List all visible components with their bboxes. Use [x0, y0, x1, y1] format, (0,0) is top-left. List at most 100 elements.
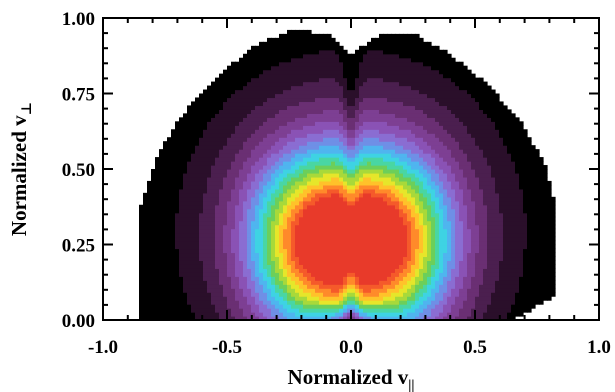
contour-cell: [215, 89, 220, 95]
contour-cell: [427, 69, 432, 75]
contour-cell: [367, 129, 372, 134]
contour-cell: [351, 57, 356, 63]
contour-cell: [263, 109, 268, 114]
contour-cell: [351, 121, 356, 126]
contour-cell: [243, 212, 248, 218]
contour-cell: [303, 77, 308, 83]
contour-cell: [411, 65, 416, 71]
contour-cell: [235, 284, 240, 289]
contour-cell: [323, 65, 328, 71]
contour-cell: [415, 260, 420, 265]
contour-cell: [183, 204, 188, 210]
contour-cell: [159, 292, 164, 297]
contour-cell: [431, 133, 436, 138]
contour-cell: [155, 248, 160, 254]
contour-cell: [187, 153, 192, 158]
contour-cell: [171, 196, 176, 202]
contour-cell: [331, 149, 336, 154]
contour-cell: [271, 308, 276, 313]
contour-cell: [275, 248, 280, 254]
contour-cell: [363, 117, 368, 122]
contour-cell: [363, 316, 368, 320]
contour-cell: [223, 256, 228, 261]
contour-cell: [419, 89, 424, 95]
contour-cell: [307, 53, 312, 59]
contour-cell: [251, 85, 256, 91]
contour-cell: [371, 172, 376, 178]
contour-cell: [335, 304, 340, 309]
contour-cell: [287, 244, 292, 250]
contour-cell: [399, 252, 404, 258]
contour-cell: [367, 49, 372, 55]
contour-cell: [263, 69, 268, 75]
contour-cell: [187, 200, 192, 206]
contour-cell: [191, 232, 196, 238]
contour-cell: [139, 208, 144, 214]
contour-cell: [431, 240, 436, 246]
contour-cell: [447, 192, 452, 198]
contour-cell: [239, 296, 244, 301]
contour-cell: [207, 236, 212, 242]
contour-cell: [387, 312, 392, 317]
contour-cell: [375, 97, 380, 103]
contour-cell: [139, 316, 144, 320]
contour-cell: [303, 260, 308, 265]
contour-cell: [331, 53, 336, 59]
contour-cell: [271, 117, 276, 122]
contour-cell: [395, 117, 400, 122]
contour-cell: [391, 272, 396, 277]
contour-cell: [223, 81, 228, 87]
contour-cell: [339, 61, 344, 67]
contour-cell: [311, 93, 316, 99]
contour-cell: [243, 308, 248, 313]
contour-cell: [235, 252, 240, 258]
contour-cell: [375, 204, 380, 210]
contour-cell: [363, 145, 368, 150]
contour-cell: [263, 288, 268, 293]
contour-cell: [411, 125, 416, 130]
contour-cell: [223, 248, 228, 254]
contour-cell: [387, 33, 392, 39]
contour-cell: [347, 89, 352, 95]
contour-cell: [427, 236, 432, 242]
contour-cell: [315, 45, 320, 51]
contour-cell: [315, 264, 320, 269]
contour-cell: [327, 220, 332, 226]
contour-cell: [367, 85, 372, 91]
contour-cell: [155, 272, 160, 277]
contour-cell: [347, 105, 352, 110]
contour-cell: [267, 69, 272, 75]
contour-cell: [195, 212, 200, 218]
contour-cell: [191, 260, 196, 265]
contour-cell: [343, 240, 348, 246]
contour-cell: [295, 236, 300, 242]
contour-cell: [355, 153, 360, 158]
contour-cell: [171, 276, 176, 281]
contour-cell: [411, 172, 416, 178]
contour-cell: [283, 252, 288, 258]
contour-cell: [351, 81, 356, 87]
contour-cell: [179, 161, 184, 166]
contour-cell: [359, 117, 364, 122]
contour-cell: [331, 77, 336, 83]
contour-cell: [435, 61, 440, 67]
contour-cell: [267, 101, 272, 107]
contour-cell: [375, 157, 380, 162]
contour-cell: [251, 89, 256, 95]
contour-cell: [319, 216, 324, 222]
contour-cell: [239, 145, 244, 150]
contour-cell: [231, 212, 236, 218]
contour-cell: [399, 292, 404, 297]
contour-cell: [295, 296, 300, 301]
contour-cell: [359, 300, 364, 305]
contour-cell: [379, 276, 384, 281]
contour-cell: [191, 212, 196, 218]
contour-cell: [203, 117, 208, 122]
contour-cell: [231, 256, 236, 261]
contour-cell: [319, 292, 324, 297]
contour-cell: [251, 260, 256, 265]
contour-cell: [343, 220, 348, 226]
contour-cell: [367, 153, 372, 158]
contour-cell: [319, 304, 324, 309]
contour-cell: [371, 264, 376, 269]
